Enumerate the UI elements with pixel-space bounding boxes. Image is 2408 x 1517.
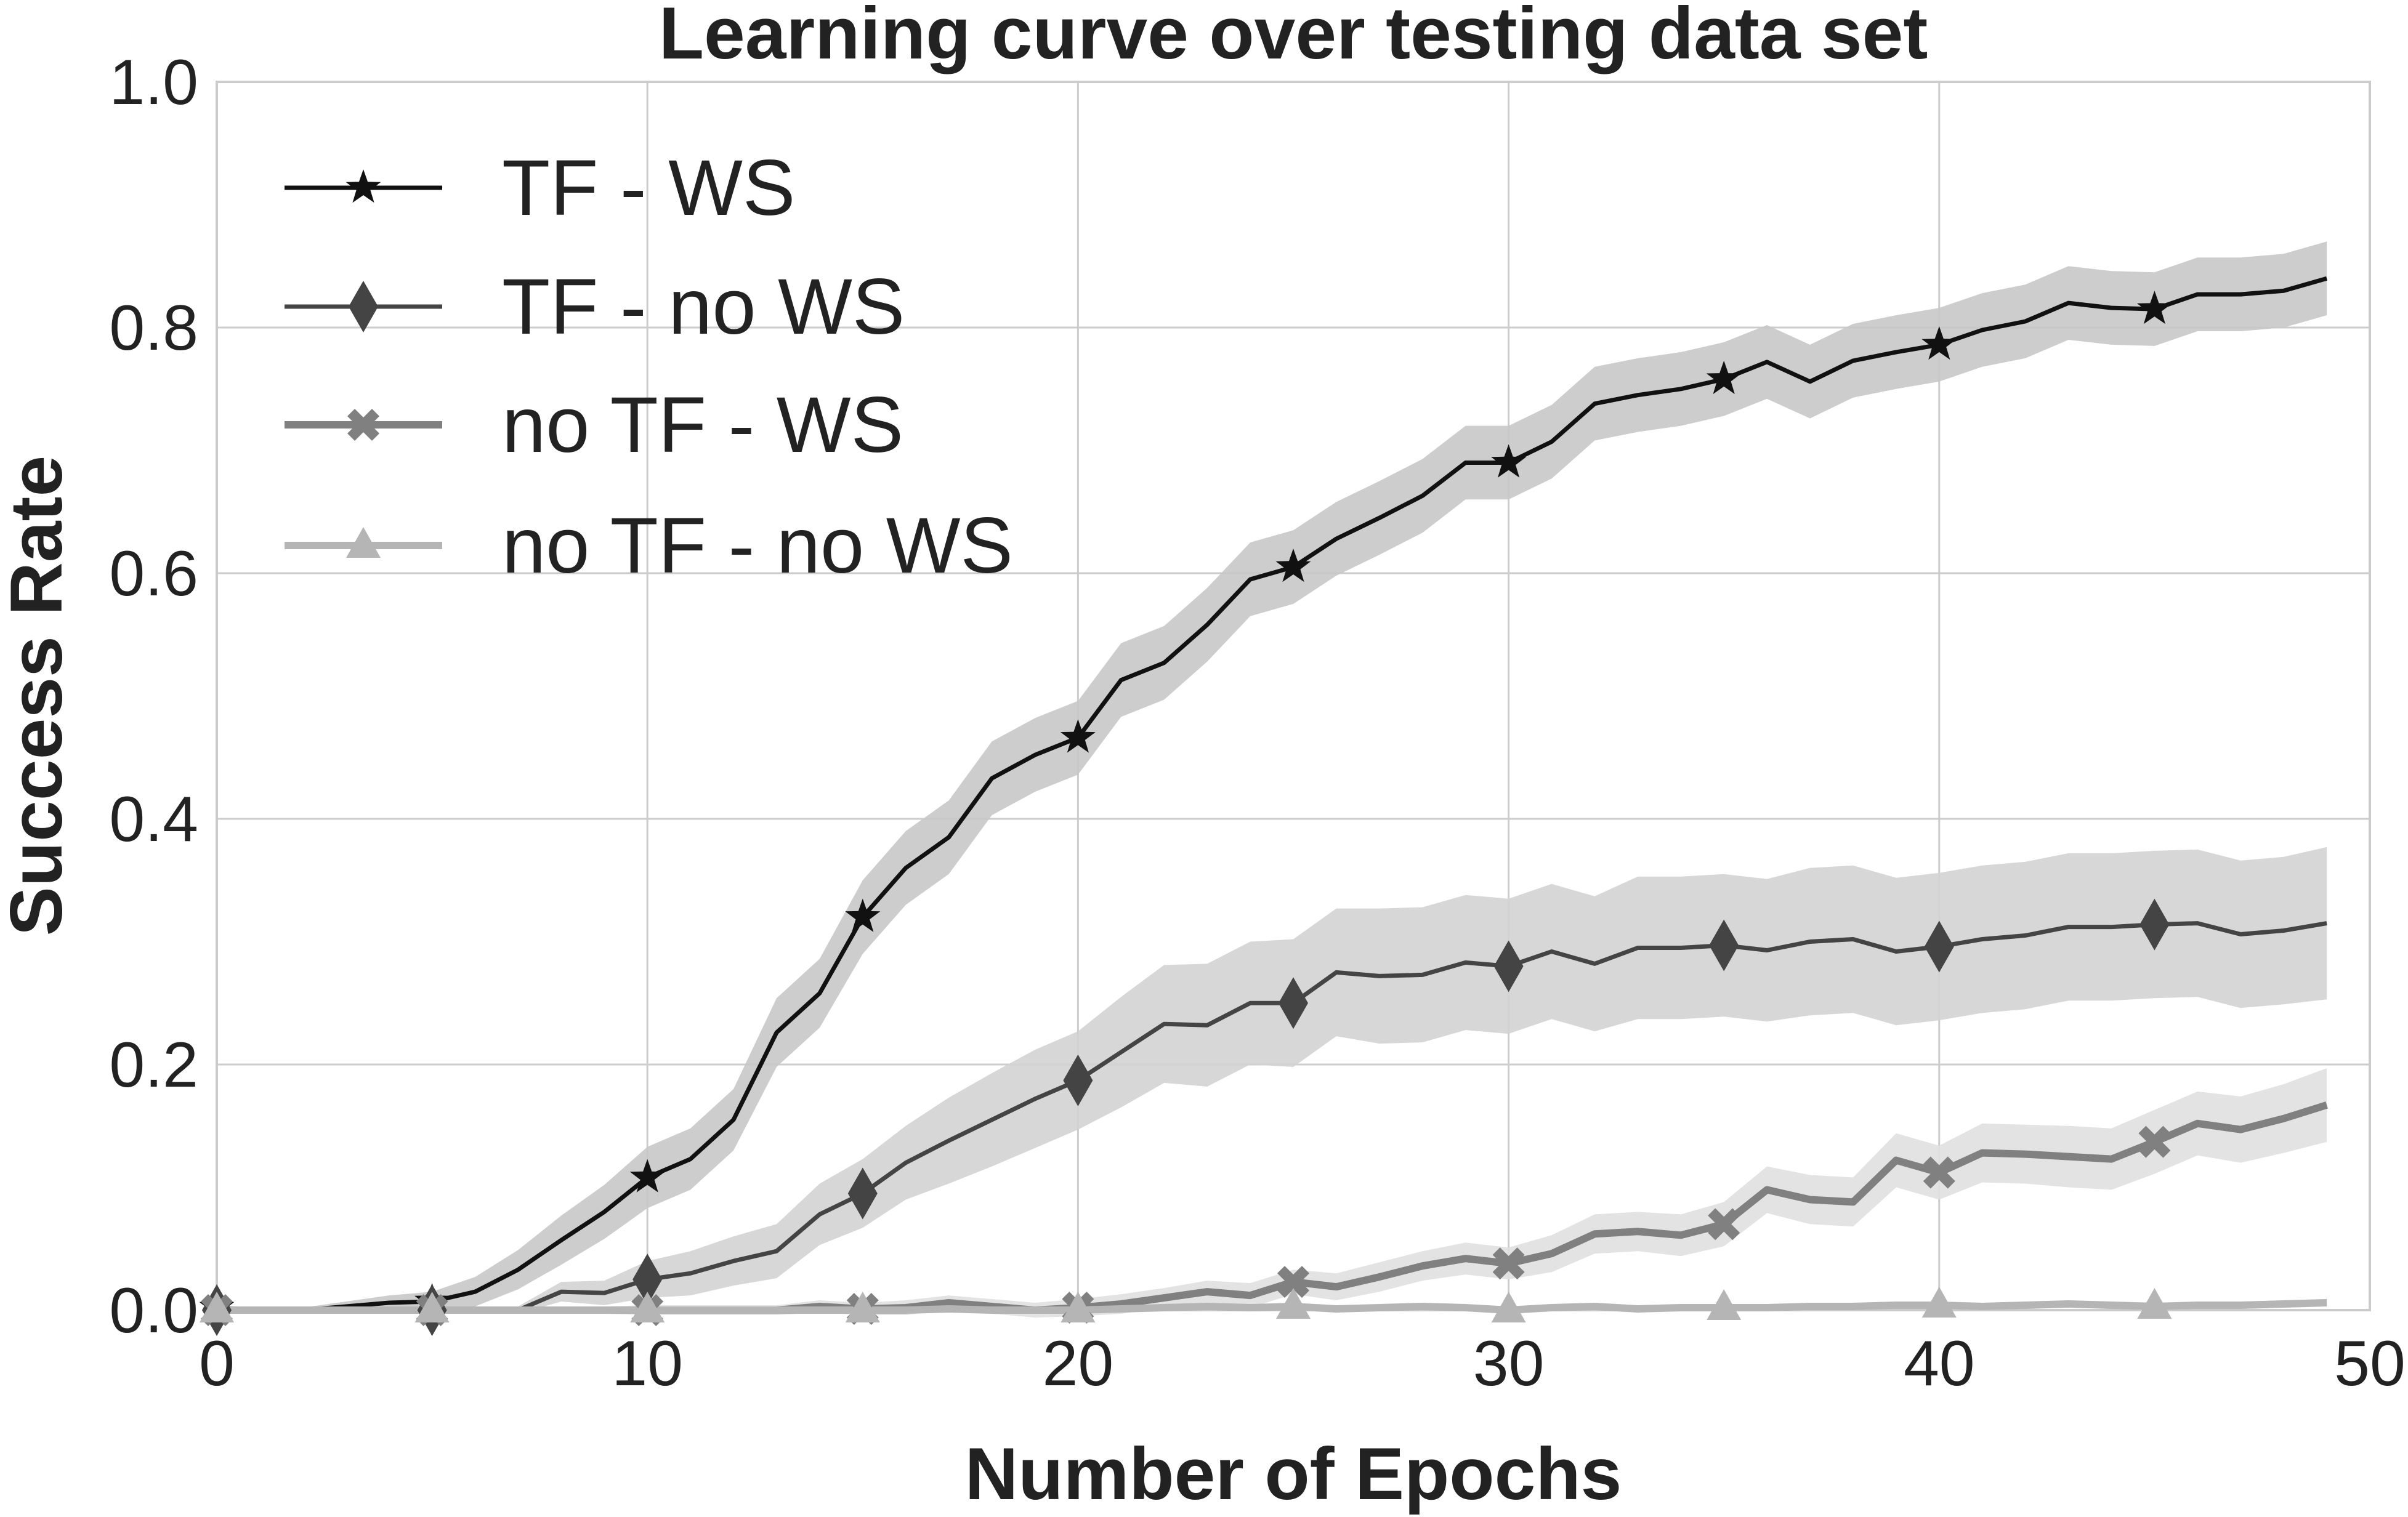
point-series-4	[200, 1292, 234, 1322]
legend-label-1: TF - WS	[502, 144, 795, 232]
legend-marker-3	[347, 408, 380, 441]
series-lines	[216, 276, 2328, 1314]
legend: TF - WS TF - no WS no TF - WS no TF - no WS	[285, 144, 1013, 590]
line-series-1	[216, 276, 2328, 1313]
point-series-3	[1923, 1156, 1955, 1189]
x-tick-label: 20	[1043, 1328, 1114, 1399]
point-series-4	[1921, 1287, 1957, 1318]
y-tick-label: 0.2	[109, 1029, 198, 1101]
chart-title: Learning curve over testing data set	[659, 0, 1928, 74]
y-tick-label: 0.4	[109, 784, 198, 855]
legend-marker-2	[349, 281, 378, 332]
point-series-4	[1491, 1292, 1526, 1322]
point-series-1	[845, 898, 881, 932]
point-series-2	[1063, 1054, 1093, 1106]
point-series-1	[1275, 549, 1311, 582]
point-series-4	[2137, 1288, 2172, 1319]
point-series-4	[845, 1292, 880, 1322]
point-series-3	[1708, 1208, 1740, 1241]
legend-marker-1	[345, 169, 381, 203]
point-series-2	[1924, 920, 1954, 973]
y-tick-label: 0.6	[109, 538, 198, 610]
line-series-2	[217, 921, 2327, 1313]
y-axis-label: Success Rate	[0, 456, 78, 936]
point-series-1	[1921, 326, 1957, 360]
point-series-2	[1709, 919, 1739, 972]
series-markers	[199, 291, 2172, 1336]
x-tick-label: 0	[199, 1328, 235, 1399]
point-series-4	[414, 1292, 450, 1322]
y-tick-label: 0.0	[109, 1275, 198, 1346]
band-series-2	[217, 847, 2327, 1314]
point-series-3	[2138, 1125, 2171, 1158]
line-series-4	[217, 1299, 2327, 1314]
x-tick-label: 40	[1904, 1328, 1975, 1399]
x-tick-label: 50	[2334, 1328, 2406, 1399]
point-series-2	[632, 1253, 663, 1306]
y-tick-label: 0.8	[109, 292, 198, 364]
point-series-1	[2136, 291, 2172, 324]
y-tick-label: 1.0	[109, 47, 198, 118]
x-axis-label: Number of Epochs	[965, 1433, 1622, 1515]
point-series-4	[1061, 1292, 1096, 1322]
point-series-2	[2139, 898, 2170, 951]
point-series-1	[1491, 444, 1527, 478]
x-tick-label: 30	[1473, 1328, 1545, 1399]
x-axis-ticks: 0 10 20 30 40 50	[199, 1328, 2406, 1399]
legend-label-4: no TF - no WS	[502, 502, 1013, 590]
point-series-4	[1276, 1288, 1311, 1319]
point-series-2	[847, 1167, 878, 1220]
legend-label-2: TF - no WS	[502, 263, 905, 351]
legend-label-3: no TF - WS	[502, 381, 903, 469]
y-axis-ticks: 0.0 0.2 0.4 0.6 0.8 1.0	[109, 47, 198, 1346]
legend-marker-4	[346, 527, 381, 558]
point-series-3	[1277, 1266, 1310, 1298]
point-series-4	[630, 1292, 665, 1322]
x-tick-label: 10	[612, 1328, 683, 1399]
point-series-1	[629, 1159, 665, 1193]
point-series-2	[1493, 940, 1524, 992]
point-series-1	[1706, 360, 1742, 395]
point-series-2	[1279, 977, 1308, 1029]
point-series-1	[1060, 719, 1096, 753]
point-series-4	[1707, 1289, 1742, 1321]
point-series-3	[1492, 1247, 1525, 1280]
